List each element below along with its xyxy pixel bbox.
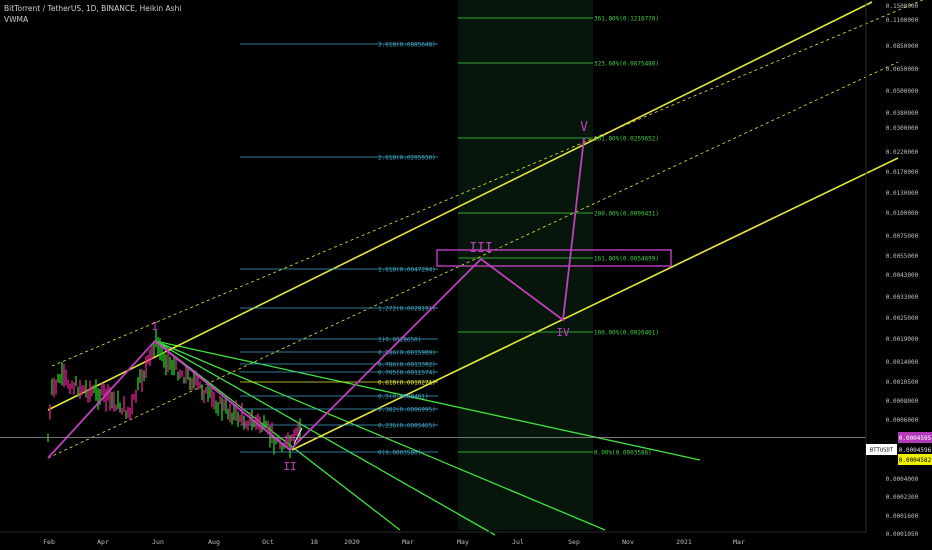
fib-left-label-0: 0(0.0003586)	[378, 450, 421, 457]
fib-left-label-10: 1.618(0.0047294)	[378, 267, 436, 274]
time-label-10: Sep	[568, 538, 580, 546]
target-box	[436, 249, 672, 267]
price-tick-13: 0.0043000	[886, 272, 919, 279]
symbol-tag-bg	[866, 444, 897, 455]
price-badge-text-1: 0.0004596	[899, 447, 932, 454]
price-tick-2: 0.0850000	[886, 43, 919, 50]
time-label-3: Aug	[208, 538, 220, 546]
price-tick-14: 0.0033000	[886, 294, 919, 301]
price-badge-2	[898, 454, 932, 465]
price-tick-16: 0.0019000	[886, 336, 919, 343]
candles-group	[47, 329, 301, 458]
fib-right-label-3: 200.00%(0.0099431)	[594, 211, 659, 218]
wave-label-i: I	[152, 320, 159, 333]
price-tick-0: 0.1500000	[886, 3, 919, 10]
time-label-13: Mar	[733, 538, 745, 546]
wave-label-ii: II	[283, 460, 296, 473]
price-tick-21: 0.0004000	[886, 476, 919, 483]
channel-lower-dashed	[47, 61, 899, 459]
time-label-9: Jul	[512, 538, 524, 546]
wave-label-iv: IV	[556, 326, 570, 339]
price-badge-text-0: 0.0004595	[899, 435, 932, 442]
fib-left-label-3: 0.5(0.0008401)	[378, 394, 429, 401]
channel-upper-line	[47, 1, 873, 411]
symbol-title[interactable]: BitTorrent / TetherUS, 1D, BINANCE, Heik…	[4, 4, 182, 13]
price-tick-22: 0.0002300	[886, 494, 919, 501]
price-tick-5: 0.0380000	[886, 110, 919, 117]
channel-lower-line	[291, 157, 899, 451]
time-label-11: Nov	[622, 538, 634, 546]
price-tick-4: 0.0500000	[886, 88, 919, 95]
price-badge-text-2: 0.0004582	[899, 457, 932, 464]
time-label-5: 18	[310, 538, 318, 546]
price-tick-19: 0.0008000	[886, 398, 919, 405]
fib-left-label-4: 0.618(0.0010271)	[378, 380, 436, 387]
price-tick-12: 0.0055000	[886, 253, 919, 260]
fib-right-label-6: 361.80%(0.1218770)	[594, 16, 659, 23]
price-tick-7: 0.0220000	[886, 149, 919, 156]
price-tick-1: 0.1100000	[886, 17, 919, 24]
wave-label-v: V	[580, 120, 588, 135]
time-label-8: May	[457, 538, 469, 546]
price-tick-20: 0.0006000	[886, 417, 919, 424]
wave-mini-leg	[293, 427, 303, 445]
fan-line-1	[154, 340, 606, 531]
price-badge-0	[898, 432, 932, 443]
price-tick-18: 0.0010500	[886, 379, 919, 386]
fib-left-label-12: 3.618(0.0885648)	[378, 42, 436, 49]
fib-left-label-1: 0.236(0.0005465)	[378, 423, 436, 430]
indicator-label[interactable]: VWMA	[4, 15, 29, 24]
price-tick-17: 0.0014000	[886, 359, 919, 366]
price-badge-1	[898, 444, 932, 455]
time-label-1: Apr	[97, 538, 109, 546]
price-tick-3: 0.0650000	[886, 66, 919, 73]
wave-ii-leg	[154, 340, 291, 451]
price-tick-9: 0.0130000	[886, 190, 919, 197]
fib-left-label-9: 1.272(0.0028191)	[378, 306, 436, 313]
projection-zone	[458, 0, 593, 530]
symbol-tag: BTTUSDT	[870, 448, 894, 454]
wave-path	[47, 137, 585, 459]
price-tick-8: 0.0170000	[886, 169, 919, 176]
fib-right-label-0: 0.00%(0.0003586)	[594, 450, 652, 457]
time-label-2: Jun	[152, 538, 164, 546]
price-tick-11: 0.0075000	[886, 233, 919, 240]
price-tick-10: 0.0100000	[886, 210, 919, 217]
fib-right-label-5: 323.60%(0.0675480)	[594, 61, 659, 68]
fib-left-label-5: 0.705(0.0011574)	[378, 370, 436, 377]
fib-right-label-2: 161.80%(0.0054699)	[594, 256, 659, 263]
time-label-0: Feb	[43, 538, 55, 546]
price-tick-24: 0.0001050	[886, 531, 919, 538]
fib-right-label-1: 100.00%(0.0020461)	[594, 330, 659, 337]
fan-line-0	[154, 340, 496, 536]
fib-right-label-4: 261.80%(0.0259652)	[594, 136, 659, 143]
price-tick-6: 0.0300000	[886, 125, 919, 132]
price-tick-15: 0.0025000	[886, 315, 919, 322]
fib-left-label-7: 0.886(0.0015989)	[378, 350, 436, 357]
time-label-7: Mar	[402, 538, 414, 546]
fib-left-label-2: 0.382(0.0006995)	[378, 407, 436, 414]
time-label-6: 2020	[344, 538, 360, 546]
price-tick-23: 0.0001600	[886, 513, 919, 520]
fib-left-label-11: 2.618(0.0205930)	[378, 155, 436, 162]
time-label-4: Oct	[262, 538, 274, 546]
wave-label-iii: III	[469, 241, 492, 256]
time-label-12: 2021	[676, 538, 692, 546]
fib-left-label-6: 0.786(0.0013392)	[378, 362, 436, 369]
fan-line-2	[154, 340, 701, 461]
